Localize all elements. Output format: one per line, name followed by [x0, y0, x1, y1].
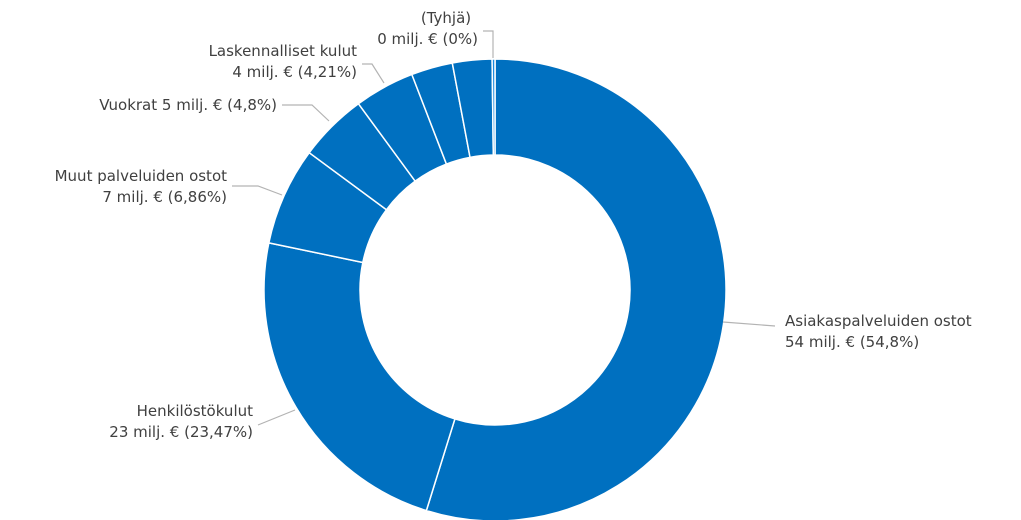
leader-lines: [232, 30, 776, 426]
label-tyhja-value: 0 milj. € (0%): [377, 30, 478, 48]
label-muut-name: Muut palveluiden ostot: [55, 167, 228, 185]
label-muut-value: 7 milj. € (6,86%): [102, 188, 227, 206]
label-laskennalliset-name: Laskennalliset kulut: [209, 42, 358, 60]
leader-line-asiakaspalveluiden: [722, 321, 776, 327]
label-asiakaspalveluiden-value: 54 milj. € (54,8%): [785, 333, 919, 351]
leader-line-tyhja: [483, 30, 494, 58]
label-henkilosto-value: 23 milj. € (23,47%): [109, 423, 253, 441]
data-labels: Asiakaspalveluiden ostot 54 milj. € (54,…: [55, 9, 972, 441]
slice-asiakaspalveluiden-ostot: [425, 58, 727, 520]
label-henkilosto-name: Henkilöstökulut: [137, 402, 253, 420]
leader-line-laskennalliset: [362, 63, 385, 84]
label-tyhja-name: (Tyhjä): [421, 9, 471, 27]
leader-line-henkilosto: [257, 409, 296, 426]
slice-henkilöstökulut: [263, 241, 456, 512]
leader-line-vuokrat: [282, 104, 330, 122]
label-laskennalliset-value: 4 milj. € (4,21%): [232, 63, 357, 81]
label-asiakaspalveluiden-name: Asiakaspalveluiden ostot: [785, 312, 972, 330]
label-vuokrat: Vuokrat 5 milj. € (4,8%): [99, 96, 277, 114]
slice-tyhjä: [491, 58, 496, 156]
slices: [263, 58, 727, 520]
leader-line-muut: [232, 185, 283, 196]
